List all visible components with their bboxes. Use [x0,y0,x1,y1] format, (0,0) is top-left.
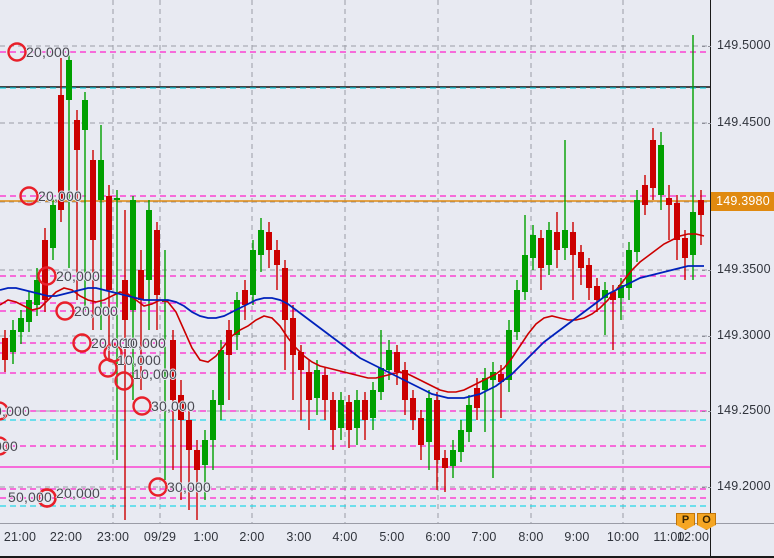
time-axis-label: 09/29 [143,530,177,544]
candlestick-series [2,35,704,520]
time-axis-label: 6:00 [425,530,451,544]
chart-canvas [0,0,710,523]
time-axis-label: 9:00 [564,530,590,544]
time-axis-label: 8:00 [518,530,544,544]
price-tick [702,270,711,271]
order-annotation-label: 10,000 [133,366,178,382]
order-annotation-label: 0,000 [0,403,31,419]
order-annotation-label: 20,000 [38,188,83,204]
time-axis-label: 5:00 [379,530,405,544]
order-annotation-label: 30,000 [151,398,196,414]
price-tick [702,123,711,124]
reference-lines [0,51,710,507]
order-annotation-label: 20,000 [26,44,71,60]
price-tick [702,487,711,488]
price-axis-label: 149.2500 [717,403,771,417]
price-tick [702,46,711,47]
time-axis-label: 10:00 [606,530,640,544]
time-axis-label: 7:00 [471,530,497,544]
price-tick [702,336,711,337]
order-annotation-label: 10,000 [117,352,162,368]
moving-average-slow-line [0,265,704,399]
price-axis-label: 149.3000 [717,328,771,342]
order-annotation-label: 000 [0,438,18,454]
time-axis[interactable]: 21:00 22:00 23:00 09/29 1:00 2:00 3:00 4:00 5:00… [0,523,774,558]
order-marker-circles[interactable] [0,42,168,508]
price-tick [702,411,711,412]
axis-corner-divider [710,523,711,558]
order-annotation-label: 10,000 [122,335,167,351]
time-axis-label: 4:00 [332,530,358,544]
chart-plot-area[interactable]: 20,000 20,000 20,000 20,000 20,000 10,000 10,0… [0,0,710,523]
order-annotation-label: 50,000 [8,489,53,505]
time-axis-label: 3:00 [286,530,312,544]
time-axis-label: 11:00 [653,530,685,544]
price-axis-label: 149.5000 [717,38,771,52]
price-axis[interactable]: 149.5000 149.4500 149.3980 149.3500 149.3000… [702,0,774,523]
order-annotation-label: 30,000 [167,479,212,495]
price-axis-label: 149.3500 [717,262,771,276]
order-annotation-label: 20,000 [56,268,101,284]
time-axis-label: 21:00 [3,530,37,544]
pennant-p-icon[interactable]: P [676,513,695,530]
price-axis-label: 149.2000 [717,479,771,493]
time-axis-label: 23:00 [96,530,130,544]
time-axis-label: 22:00 [49,530,83,544]
order-annotation-label: 20,000 [91,335,136,351]
time-axis-label: 1:00 [193,530,219,544]
current-price-tag[interactable]: 149.3980 [711,192,774,211]
order-annotation-label: 20,000 [74,303,119,319]
time-axis-label: 12:00 [676,530,710,544]
order-annotation-label: 20,000 [56,485,101,501]
time-axis-label: 2:00 [239,530,265,544]
pennant-o-icon[interactable]: O [697,513,716,530]
price-axis-label: 149.4500 [717,115,771,129]
